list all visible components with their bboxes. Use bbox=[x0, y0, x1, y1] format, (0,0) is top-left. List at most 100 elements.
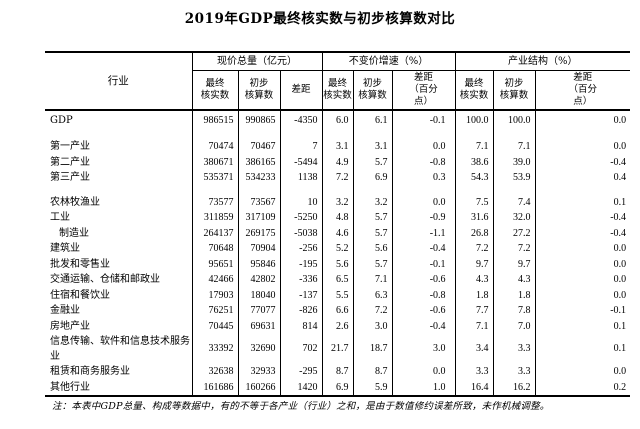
spacer-cell bbox=[191, 130, 238, 139]
value-cell: -295 bbox=[279, 364, 322, 380]
value-cell: -0.1 bbox=[391, 110, 456, 130]
table-row: 房地产业 70445 69631 814 2.6 3.0 -0.4 7.1 7.0 0.1 bbox=[45, 318, 631, 334]
value-cell: 17903 bbox=[191, 287, 238, 303]
value-cell: 7.5 bbox=[454, 194, 494, 210]
industry-cell: 第一产业 bbox=[50, 141, 90, 153]
value-cell: 0.0 bbox=[391, 364, 456, 380]
table-row: 第二产业 380671 386165 -5494 4.9 5.7 -0.8 38.6 39.0-… bbox=[45, 154, 631, 170]
value-cell: 5.9 bbox=[352, 379, 392, 396]
page: { "title": "2019年GDP最终核实数与初步核算数对比", "tab… bbox=[0, 11, 640, 429]
value-cell: 1420 bbox=[279, 379, 322, 396]
value-cell: 4.9 bbox=[321, 154, 353, 170]
value-cell: -5250 bbox=[279, 210, 322, 226]
value-cell: 7.0 bbox=[492, 318, 536, 334]
value-cell: 6.9 bbox=[321, 379, 353, 396]
value-cell: 70467 bbox=[237, 139, 280, 155]
gdp-comparison-table: 行业 现价总量（亿元） 不变价增速（%） 产业结构（%） 最终 核实数 初步 核… bbox=[45, 51, 631, 397]
value-cell: 100.0 bbox=[492, 110, 536, 130]
industry-cell: GDP bbox=[50, 115, 73, 126]
value-cell: 7.2 bbox=[321, 170, 353, 186]
industry-cell: 房地产业 bbox=[50, 320, 90, 332]
value-cell: 3.0 bbox=[391, 334, 456, 364]
sub-header-gap-pct-points: 差距 （百分 点） bbox=[391, 70, 456, 111]
spacer-cell bbox=[191, 185, 238, 195]
value-cell: 1.0 bbox=[391, 379, 456, 396]
value-cell: 5.7 bbox=[352, 154, 392, 170]
industry-cell: 制造业 bbox=[59, 227, 89, 239]
table-row: 批发和零售业 95651 95846 -195 5.6 5.7 -0.1 9.7 9.7 0.0 bbox=[45, 256, 631, 272]
value-cell: -0.4 bbox=[534, 225, 631, 241]
value-cell: 0.2 bbox=[534, 379, 631, 396]
sub-header-final: 最终 核实数 bbox=[454, 70, 494, 111]
page-title: 2019年GDP最终核实数与初步核算数对比 bbox=[184, 11, 456, 27]
sub-header-preliminary: 初步 核算数 bbox=[237, 70, 280, 111]
value-cell: 6.9 bbox=[352, 170, 392, 186]
value-cell: -826 bbox=[279, 303, 322, 319]
value-cell: 3.2 bbox=[352, 194, 392, 210]
value-cell: 7.2 bbox=[492, 241, 536, 257]
spacer-cell bbox=[279, 130, 322, 139]
value-cell: 3.3 bbox=[492, 364, 536, 380]
spacer-cell bbox=[534, 130, 631, 139]
spacer-cell bbox=[237, 185, 280, 195]
value-cell: 0.0 bbox=[534, 139, 631, 155]
sub-header-preliminary: 初步 核算数 bbox=[352, 70, 392, 111]
value-cell: 7.2 bbox=[352, 303, 392, 319]
industry-cell: 工业 bbox=[50, 212, 70, 224]
value-cell: 814 bbox=[279, 318, 322, 334]
value-cell: 73577 bbox=[191, 194, 238, 210]
value-cell: -195 bbox=[279, 256, 322, 272]
value-cell: 1.8 bbox=[454, 287, 494, 303]
group-header-industry-structure: 产业结构（%） bbox=[454, 52, 631, 71]
table-row: 信息传输、软件和信息技术服务业 33392 32690 702 21.7 18.7 3.0 3… bbox=[45, 334, 631, 364]
table-row: 租赁和商务服务业 32638 32933 -295 8.7 8.7 0.0 3.3 3.3 0.0 bbox=[45, 364, 631, 380]
value-cell: -0.1 bbox=[534, 303, 631, 319]
table-row: 第三产业 535371 534233 1138 7.2 6.9 0.3 54.3 53.9 0.4 bbox=[45, 170, 631, 186]
industry-cell: 第三产业 bbox=[50, 172, 90, 184]
value-cell: 1138 bbox=[279, 170, 322, 186]
value-cell: 42466 bbox=[191, 272, 238, 288]
sub-header-gap-pct-points: 差距 （百分 点） bbox=[534, 70, 631, 111]
value-cell: 2.6 bbox=[321, 318, 353, 334]
industry-cell: 其他行业 bbox=[50, 381, 90, 393]
value-cell: 8.7 bbox=[321, 364, 353, 380]
value-cell: 77077 bbox=[237, 303, 280, 319]
value-cell: 31.6 bbox=[454, 210, 494, 226]
group-header-constant-price-growth: 不变价增速（%） bbox=[321, 52, 456, 71]
value-cell: 6.0 bbox=[321, 110, 353, 130]
value-cell: 10 bbox=[279, 194, 322, 210]
table-row: GDP 986515 990865 -4350 6.0 6.1 -0.1 100.0 100.0… bbox=[45, 110, 631, 130]
value-cell: 18040 bbox=[237, 287, 280, 303]
value-cell: 70648 bbox=[191, 241, 238, 257]
value-cell: 6.5 bbox=[321, 272, 353, 288]
value-cell: 317109 bbox=[237, 210, 280, 226]
value-cell: 16.4 bbox=[454, 379, 494, 396]
value-cell: 0.1 bbox=[534, 318, 631, 334]
value-cell: 8.7 bbox=[352, 364, 392, 380]
sub-header-preliminary: 初步 核算数 bbox=[492, 70, 536, 111]
value-cell: 990865 bbox=[237, 110, 280, 130]
value-cell: 6.6 bbox=[321, 303, 353, 319]
value-cell: 5.6 bbox=[321, 256, 353, 272]
spacer-row bbox=[45, 130, 631, 139]
value-cell: 32.0 bbox=[492, 210, 536, 226]
value-cell: 7.7 bbox=[454, 303, 494, 319]
value-cell: -0.1 bbox=[391, 256, 456, 272]
value-cell: 0.4 bbox=[534, 170, 631, 186]
value-cell: 0.0 bbox=[534, 110, 631, 130]
value-cell: 7.1 bbox=[454, 318, 494, 334]
value-cell: 7.1 bbox=[352, 272, 392, 288]
industry-cell: 信息传输、软件和信息技术服务业 bbox=[50, 336, 190, 362]
sub-header-final: 最终 核实数 bbox=[192, 70, 238, 111]
value-cell: 311859 bbox=[191, 210, 238, 226]
spacer-cell bbox=[352, 185, 392, 195]
sub-header-row: 最终 核实数 初步 核算数 差距 最终 核实数 初步 核算数 差距 （百分 点）… bbox=[45, 70, 631, 111]
industry-cell: 批发和零售业 bbox=[50, 258, 110, 270]
value-cell: 70474 bbox=[191, 139, 238, 155]
value-cell: 32638 bbox=[191, 364, 238, 380]
value-cell: 16.2 bbox=[492, 379, 536, 396]
value-cell: 95846 bbox=[237, 256, 280, 272]
value-cell: 3.0 bbox=[352, 318, 392, 334]
value-cell: 3.2 bbox=[321, 194, 353, 210]
value-cell: 9.7 bbox=[454, 256, 494, 272]
